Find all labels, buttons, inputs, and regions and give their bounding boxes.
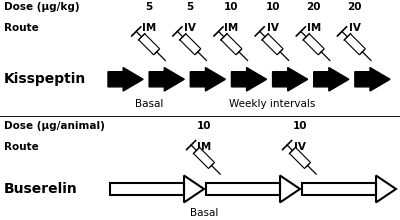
Text: 10: 10 [224,2,239,12]
Polygon shape [290,147,310,169]
Text: 5: 5 [146,2,153,12]
Text: Weekly intervals: Weekly intervals [229,99,316,109]
Text: Route: Route [4,143,39,152]
Text: 5: 5 [187,2,194,12]
Text: 10: 10 [265,2,280,12]
Text: Dose (μg/kg): Dose (μg/kg) [4,2,80,12]
Polygon shape [221,34,242,55]
Text: IM: IM [197,143,211,152]
FancyArrow shape [355,68,390,91]
Polygon shape [344,34,365,55]
Text: Basal: Basal [190,208,218,218]
FancyArrow shape [108,68,143,91]
Text: Basal: Basal [135,99,163,109]
Text: 20: 20 [348,2,362,12]
Polygon shape [262,34,283,55]
Polygon shape [194,147,214,169]
Text: IM: IM [306,23,321,33]
Text: 20: 20 [306,2,321,12]
Text: Dose (μg/animal): Dose (μg/animal) [4,121,105,131]
FancyArrow shape [149,68,184,91]
Text: Route: Route [4,23,39,33]
Polygon shape [139,34,160,55]
Text: 10: 10 [197,121,211,131]
Text: 10: 10 [293,121,307,131]
Polygon shape [180,34,201,55]
Text: IV: IV [267,23,278,33]
Text: Kisspeptin: Kisspeptin [4,72,86,86]
FancyArrow shape [314,68,349,91]
Text: Buserelin: Buserelin [4,182,78,196]
Text: IM: IM [224,23,238,33]
Text: IV: IV [349,23,361,33]
FancyArrow shape [232,68,266,91]
Polygon shape [303,34,324,55]
Text: IM: IM [142,23,156,33]
Text: IV: IV [184,23,196,33]
Text: IV: IV [294,143,306,152]
FancyArrow shape [272,68,308,91]
FancyArrow shape [190,68,226,91]
